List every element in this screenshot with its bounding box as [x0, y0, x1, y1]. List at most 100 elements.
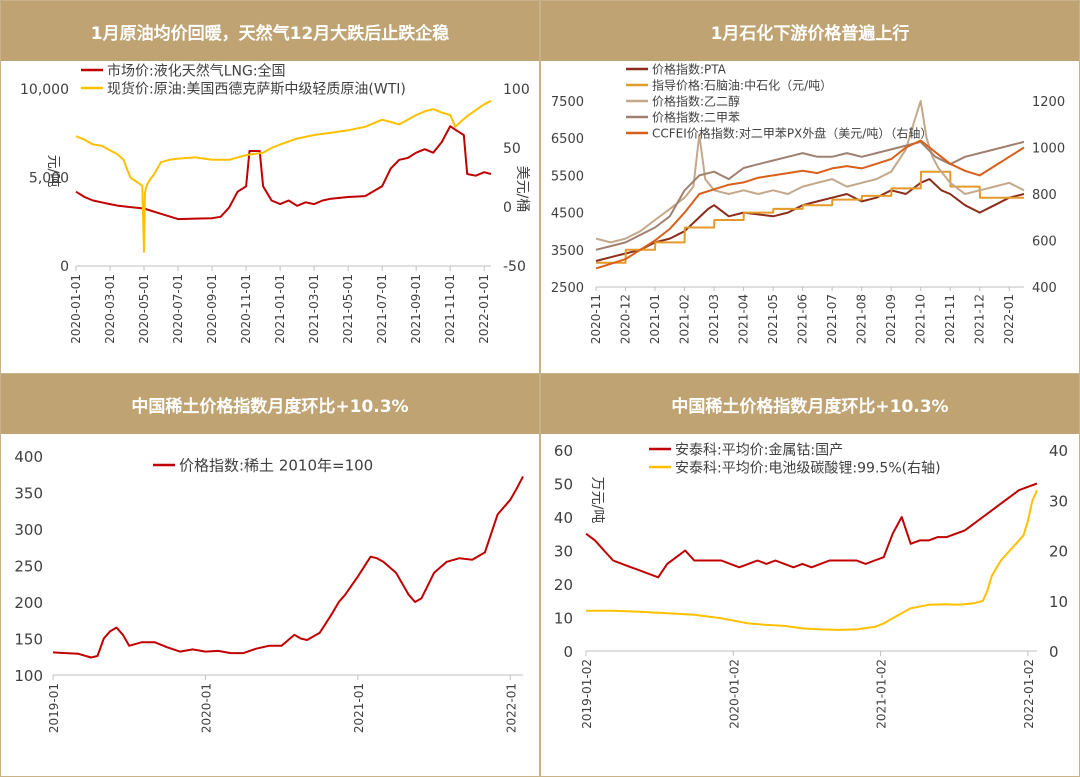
legend-label: CCFEI价格指数:对二甲苯PX外盘（美元/吨）（右轴）: [652, 126, 932, 141]
x-tick-label: 2021-01-01: [273, 274, 287, 344]
y-tick: 400: [14, 448, 43, 466]
legend-label: 市场价:液化天然气LNG:全国: [107, 62, 286, 79]
x-tick-label: 2022-01-02: [1022, 659, 1036, 729]
x-tick-label: 2020-01: [199, 683, 213, 733]
left-tick: 20: [554, 576, 573, 594]
series-line-2: [595, 100, 1025, 244]
x-tick-label: 2019-01-02: [580, 659, 594, 729]
y-tick: 250: [14, 558, 43, 576]
left-axis-label: 元/吨: [45, 155, 61, 188]
left-tick: 2500: [551, 281, 584, 296]
x-tick-label: 2021-07: [825, 294, 839, 344]
left-tick: 7500: [551, 95, 584, 110]
x-tick-label: 2021-02: [678, 294, 692, 344]
y-tick: 350: [14, 485, 43, 503]
legend-label: 价格指数:PTA: [652, 62, 727, 77]
series-line-0: [595, 178, 1025, 262]
left-tick: 5500: [551, 169, 584, 184]
right-tick: 0: [503, 200, 512, 216]
chart-rare-earth: 100 150 200 250 300 350 400 2019-01 2020-01 2021-…: [14, 448, 524, 733]
right-tick: -50: [503, 259, 526, 275]
left-axis-label: 万元/吨: [589, 477, 605, 524]
x-tick-label: 2021-06: [796, 294, 810, 344]
x-tick-label: 2020-11-01: [239, 274, 253, 344]
series-line-1: [586, 489, 1038, 631]
legend-label: 现货价:原油:美国西德克萨斯中级轻质原油(WTI): [107, 80, 406, 97]
x-tick-label: 2021-05-01: [341, 274, 355, 344]
y-tick: 200: [14, 594, 43, 612]
panel-title: 1月原油均价回暖，天然气12月大跌后止跌企稳: [1, 1, 539, 61]
left-tick: 40: [554, 509, 573, 527]
panel-petrochem: 1月石化下游价格普遍上行 2500 3500 4500 5500 6500 7500 400…: [540, 0, 1080, 375]
x-tick-label: 2020-03-01: [103, 274, 117, 344]
x-tick-label: 2021-07-01: [375, 274, 389, 344]
y-tick: 100: [14, 667, 43, 685]
legend-label: 价格指数:稀土 2010年=100: [179, 457, 373, 475]
x-tick-label: 2021-03-01: [307, 274, 321, 344]
panel-cobalt-lithium: 中国稀土价格指数月度环比+10.3% 0 10 20 30 40 50 60 0 10 20 30 4…: [540, 373, 1080, 777]
legend-label: 安泰科:平均价:电池级碳酸锂:99.5%(右轴): [675, 460, 941, 476]
left-tick: 0: [60, 259, 69, 275]
x-tick-label: 2021-03: [707, 294, 721, 344]
right-tick: 20: [1049, 543, 1068, 561]
x-tick-label: 2022-01-01: [477, 274, 491, 344]
x-tick-label: 2021-01: [648, 294, 662, 344]
x-tick-label: 2022-01: [504, 683, 518, 733]
x-tick-label: 2021-01-02: [875, 659, 889, 729]
right-tick: 100: [503, 82, 530, 98]
right-tick: 10: [1049, 593, 1068, 611]
x-tick-label: 2021-01: [352, 683, 366, 733]
right-tick: 800: [1032, 188, 1057, 203]
panel-title: 中国稀土价格指数月度环比+10.3%: [541, 374, 1079, 434]
left-tick: 10,000: [20, 82, 69, 98]
series-line-4: [595, 139, 1025, 270]
series-line-0: [52, 475, 524, 659]
x-tick-label: 2021-11: [943, 294, 957, 344]
left-tick: 0: [563, 643, 573, 661]
x-tick-label: 2021-10: [914, 294, 928, 344]
x-tick-label: 2019-01: [47, 683, 61, 733]
x-tick-label: 2021-05: [766, 294, 780, 344]
series-line-3: [595, 140, 1025, 251]
x-tick-label: 2020-07-01: [171, 274, 185, 344]
series-line-0: [75, 125, 492, 221]
chart-petrochem: 2500 3500 4500 5500 6500 7500 400 600 800 1000 120…: [551, 62, 1065, 345]
panel-oil-gas: 1月原油均价回暖，天然气12月大跌后止跌企稳 0 5,000 10,000 -50 0 5…: [0, 0, 540, 375]
right-tick: 0: [1049, 643, 1059, 661]
series-line-1: [75, 99, 492, 253]
series-line-0: [585, 482, 1038, 579]
right-tick: 30: [1049, 492, 1068, 510]
x-tick-label: 2021-12: [973, 294, 987, 344]
x-tick-label: 2021-11-01: [443, 274, 457, 344]
right-tick: 600: [1032, 235, 1057, 250]
y-tick: 300: [14, 521, 43, 539]
legend-label: 指导价格:石脑油:中石化（元/吨）: [652, 78, 832, 93]
left-tick: 10: [554, 610, 573, 628]
right-tick: 400: [1032, 281, 1057, 296]
right-axis-label: 美元/桶: [514, 166, 530, 213]
x-tick-label: 2021-09-01: [409, 274, 423, 344]
right-tick: 50: [503, 141, 521, 157]
right-tick: 1000: [1032, 142, 1065, 157]
x-tick-label: 2020-12: [619, 294, 633, 344]
right-tick: 40: [1049, 442, 1068, 460]
left-tick: 30: [554, 543, 573, 561]
panel-title: 中国稀土价格指数月度环比+10.3%: [1, 374, 539, 434]
left-tick: 60: [554, 442, 573, 460]
legend-label: 价格指数:乙二醇: [652, 94, 740, 109]
left-tick: 4500: [551, 207, 584, 222]
left-tick: 5,000: [29, 171, 69, 187]
chart-oil-gas: 0 5,000 10,000 -50 0 50 100 2020-01-01 2020-03-0…: [20, 62, 530, 344]
left-tick: 50: [554, 476, 573, 494]
panel-rare-earth: 中国稀土价格指数月度环比+10.3% 100 150 200 250 300 350 400…: [0, 373, 540, 777]
x-tick-label: 2021-04: [737, 294, 751, 344]
x-tick-label: 2020-11: [589, 294, 603, 344]
panel-title: 1月石化下游价格普遍上行: [541, 1, 1079, 61]
x-tick-label: 2021-09: [884, 294, 898, 344]
x-tick-label: 2020-01-02: [727, 659, 741, 729]
legend-label: 安泰科:平均价:金属钴:国产: [675, 442, 843, 458]
x-tick-label: 2021-08: [855, 294, 869, 344]
x-tick-label: 2022-01: [1002, 294, 1016, 344]
left-tick: 6500: [551, 132, 584, 147]
right-tick: 1200: [1032, 95, 1065, 110]
